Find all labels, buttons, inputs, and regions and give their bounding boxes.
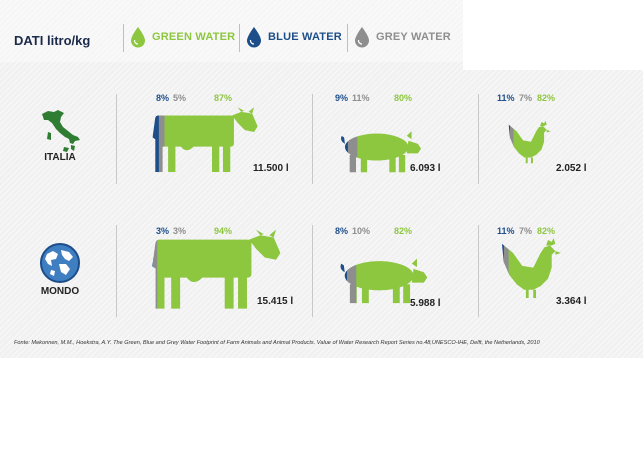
percent-label: 11% (352, 93, 370, 103)
percent-label: 11% (497, 226, 515, 236)
legend-separator (347, 24, 348, 52)
header-gap (463, 0, 643, 70)
percent-label: 82% (537, 226, 556, 236)
segment-green-water (508, 238, 561, 299)
percent-label: 9% (335, 93, 349, 103)
legend-separator (239, 24, 240, 52)
segment-grey-water (347, 131, 358, 173)
grey-drop-icon (355, 27, 369, 48)
column-separator (478, 94, 479, 184)
column-separator (478, 225, 479, 317)
percent-label: 82% (537, 93, 556, 103)
segment-grey-water (510, 120, 514, 164)
total-label: 6.093 l (410, 163, 441, 174)
header-band (0, 0, 463, 62)
total-label: 3.364 l (556, 296, 587, 307)
segment-grey-water (346, 258, 357, 304)
percent-label: 82% (394, 226, 413, 236)
legend-label: GREY WATER (376, 31, 451, 43)
percent-label: 7% (519, 226, 533, 236)
legend-label: BLUE WATER (268, 31, 342, 43)
segment-green-water (513, 120, 551, 164)
percent-label: 10% (352, 226, 371, 236)
legend-separator (123, 24, 124, 52)
green-drop-icon (131, 27, 145, 48)
segment-grey-water (158, 107, 165, 173)
segment-grey-water (503, 238, 509, 299)
column-separator (116, 225, 117, 317)
chicken-icon (501, 238, 561, 299)
segment-green-water (164, 107, 258, 173)
cow-icon (152, 107, 258, 173)
percent-label: 3% (173, 226, 187, 236)
column-separator (312, 225, 313, 317)
blue-drop-icon (247, 27, 261, 48)
total-label: 5.988 l (410, 298, 441, 309)
total-label: 11.500 l (253, 163, 289, 174)
percent-label: 8% (156, 93, 170, 103)
italy-map-icon (42, 110, 80, 152)
cow-icon (152, 229, 281, 309)
region-label-mondo: MONDO (40, 286, 80, 297)
region-label-italia: ITALIA (44, 152, 76, 163)
column-separator (116, 94, 117, 184)
percent-label: 80% (394, 93, 413, 103)
percent-label: 3% (156, 226, 170, 236)
percent-label: 94% (214, 226, 233, 236)
percent-label: 7% (519, 93, 533, 103)
percent-label: 5% (173, 93, 187, 103)
segment-grey-water (153, 229, 158, 309)
segment-blue-water (152, 107, 160, 173)
column-separator (312, 94, 313, 184)
globe-icon (40, 243, 80, 283)
legend-label: GREEN WATER (152, 31, 236, 43)
percent-label: 11% (497, 93, 515, 103)
pig-icon (340, 258, 428, 304)
units-title: DATI litro/kg (14, 33, 91, 48)
percent-label: 8% (335, 226, 349, 236)
pig-icon (341, 131, 422, 173)
total-label: 15.415 l (257, 296, 294, 307)
chicken-icon (508, 120, 551, 164)
total-label: 2.052 l (556, 163, 587, 174)
percent-label: 87% (214, 93, 233, 103)
source-note: Fonte: Mekonnen, M.M., Hoekstra, A.Y. Th… (14, 340, 540, 346)
